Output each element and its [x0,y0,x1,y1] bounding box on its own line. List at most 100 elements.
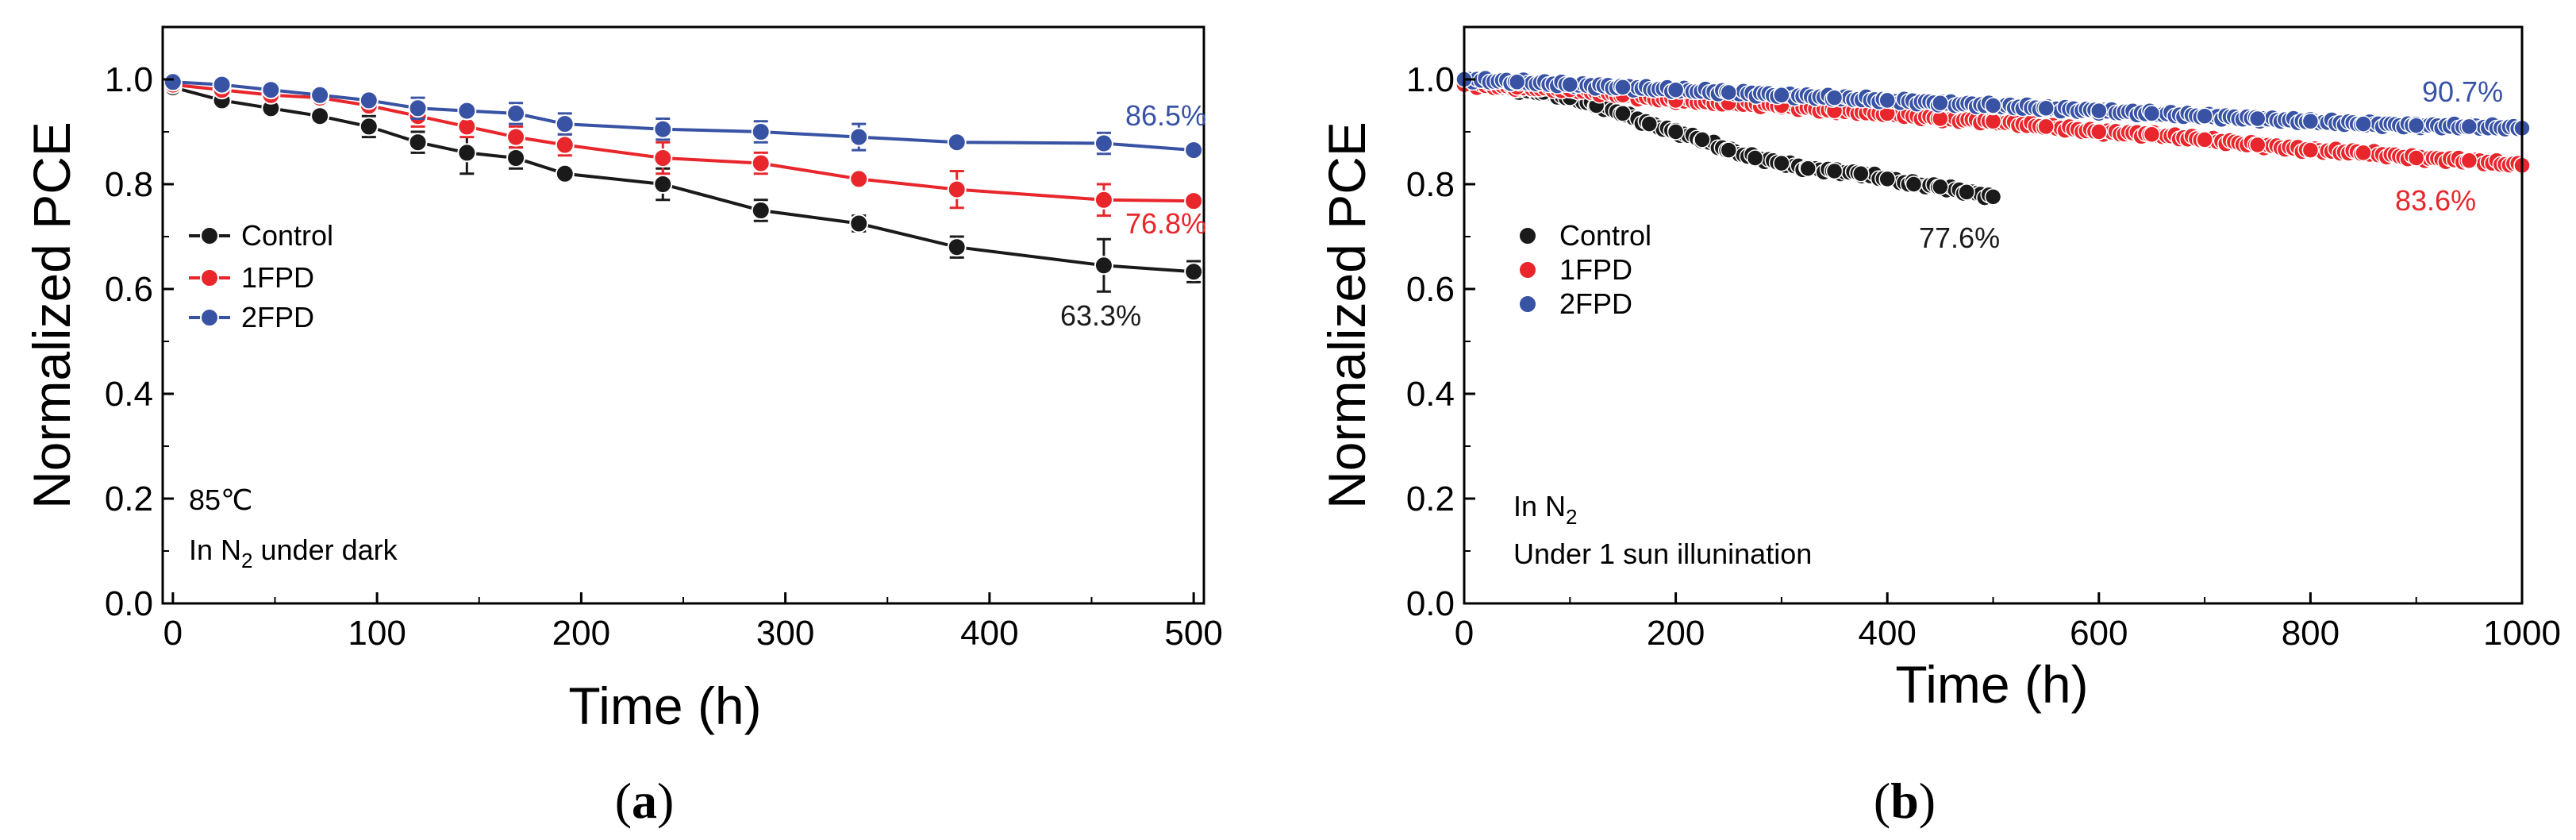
panel-b-x-tick-label: 600 [2070,614,2128,653]
legend-marker-1fpd [200,268,219,287]
panel-a-data-point-control [359,117,379,137]
panel-a-data-point-1fpd [947,179,967,199]
panel-a-caption: (a) [615,773,675,829]
panel-a-data-point-control [408,133,428,152]
panel-b-final-label-control: 77.6% [1919,222,2000,254]
legend-label-1fpd: 1FPD [1559,253,1632,286]
panel-a-final-label-control: 63.3% [1060,299,1141,332]
panel-b-y-tick-label: 0.2 [1406,480,1455,518]
legend-entry-2fpd: 2FPD [1518,287,1632,320]
panel-b-x-tick-label: 1000 [2483,614,2561,653]
panel-a-legend: Control 1FPD 2FPD [189,219,333,333]
panel-b-x-tick-label: 400 [1858,614,1916,653]
panel-a-data-point-2fpd [653,119,673,139]
panel-a-final-label-2fpd: 86.5% [1125,99,1206,132]
panel-b-data-point-2fpd [1561,75,1579,94]
panel-a-data-point-1fpd [1184,191,1204,211]
panel-a-data-point-1fpd [653,148,673,168]
panel-b-data-point-2fpd [2301,113,2320,130]
panel-a-y-ticks: 0.0 0.2 0.4 0.6 0.8 1.0 [105,60,174,623]
panel-b-data-point-2fpd [1932,94,1949,112]
panel-b-data-point-2fpd [2196,107,2213,125]
panel-a-y-axis-title: Normalized PCE [22,121,81,509]
panel-b-data-point-2fpd [1614,79,1632,96]
legend-marker-control [1518,226,1537,245]
panel-b-data-point-control [1932,178,1949,196]
panel-b-data-point-control [1773,154,1790,172]
panel-a-y-tick-label: 0.6 [105,270,153,309]
panel-a-data-point-2fpd [261,80,281,100]
panel-b-note-illumination: Under 1 sun illunination [1513,538,1812,570]
panel-b-data-point-1fpd [2407,149,2425,167]
panel-b-data-point-control [1614,105,1632,122]
panel-a-x-tick-label: 200 [552,614,610,653]
panel-b-note-atmosphere: In N2 [1513,490,1578,529]
panel-a-final-label-1fpd: 76.8% [1125,207,1206,240]
panel-a-y-tick-label: 1.0 [105,60,153,99]
panel-a-series-1fpd [163,75,1204,218]
legend-marker-1fpd [1518,260,1537,279]
panel-a-data-point-control [1184,262,1204,282]
panel-a-data-point-2fpd [163,72,183,92]
panel-b-data-point-control [1694,131,1711,148]
panel-b-y-ticks: 0.0 0.2 0.4 0.6 0.8 1.0 [1406,60,1475,623]
panel-b-y-tick-label: 0.4 [1406,375,1455,414]
panel-a-y-tick-label: 0.8 [105,165,153,204]
panel-b-data-point-1fpd [2249,136,2266,154]
legend-label-2fpd: 2FPD [1559,287,1632,320]
panel-b-data-point-2fpd [2249,110,2266,128]
panel-b-x-tick-label: 0 [1455,614,1474,653]
panel-a-data-point-2fpd [555,114,575,134]
panel-b-y-tick-label: 0.6 [1406,270,1455,309]
panel-b-data-point-2fpd [1984,97,2002,114]
panel-b-data-point-2fpd [2037,99,2055,118]
legend-entry-2fpd: 2FPD [189,301,314,333]
panel-b-data-point-control [1746,149,1764,167]
panel-a-data-point-2fpd [457,101,477,121]
panel-b-data-point-2fpd [2355,115,2372,133]
panel-a-data-point-control [310,106,330,126]
panel-b-data-point-1fpd [2090,123,2108,141]
legend-label-control: Control [1559,219,1651,252]
panel-b-legend: Control 1FPD 2FPD [1518,219,1651,320]
panel-b-data-point-control [1667,123,1685,141]
panel-b-y-axis-title: Normalized PCE [1317,121,1376,509]
panel-b-data-point-2fpd [1773,87,1790,104]
panel-a-data-point-2fpd [359,91,379,110]
panel-a-data-point-2fpd [506,103,526,123]
panel-a-data-point-control [555,164,575,183]
panel-b-data-point-2fpd [2143,105,2161,122]
panel-b-data-point-2fpd [1720,83,1737,102]
panel-a-data-point-1fpd [506,127,526,147]
panel-b-data-point-control [1825,162,1844,180]
panel-a-x-axis-title: Time (h) [568,676,761,735]
legend-entry-control: Control [1518,219,1651,252]
panel-b-data-point-control [1905,175,1923,193]
panel-a-data-point-1fpd [751,153,771,173]
panel-b-data-point-1fpd [2301,141,2320,159]
panel-a-data-point-control [653,175,673,194]
panel-b-data-point-1fpd [2037,118,2055,136]
panel-b-data-point-1fpd [2196,131,2213,148]
panel-a-data-point-control [849,214,869,233]
legend-marker-2fpd [1518,295,1537,314]
panel-b-data-point-1fpd [2460,152,2478,170]
panel-b-data-point-2fpd [1878,91,1896,110]
panel-b-series-1fpd [1455,75,2531,175]
panel-a-data-point-2fpd [310,85,330,105]
panel-b-data-point-1fpd [1984,113,2002,130]
panel-b-caption: (b) [1874,773,1936,829]
panel-b-data-point-control [1878,170,1896,188]
panel-b-data-point-control [1720,141,1737,159]
panel-b-final-label-2fpd: 90.7% [2422,75,2503,108]
panel-b-x-ticks: 0 200 400 600 800 1000 [1455,592,2561,653]
panel-a-data-point-control [506,148,526,168]
panel-a-x-tick-label: 400 [960,614,1018,653]
panel-a-x-tick-label: 0 [163,614,183,653]
panel-b-data-point-control [1984,188,2002,206]
panel-a-data-point-1fpd [1094,190,1113,210]
panel-a-data-point-2fpd [1094,133,1113,153]
panel-b-x-tick-label: 200 [1647,614,1705,653]
panel-a-data-point-2fpd [849,127,869,147]
